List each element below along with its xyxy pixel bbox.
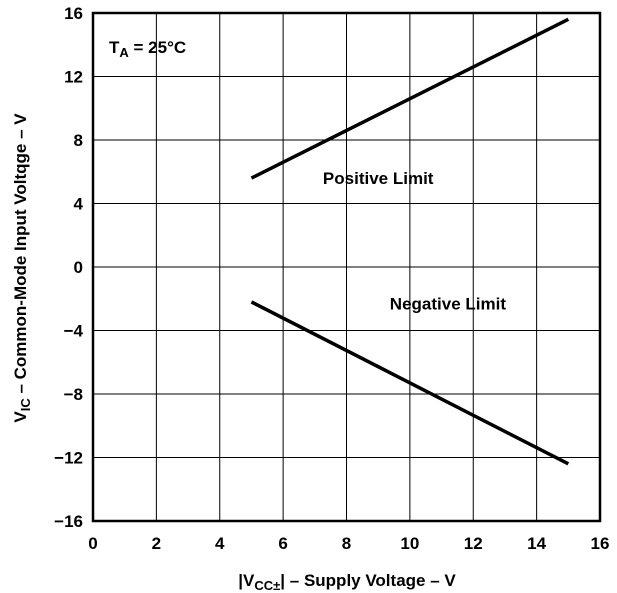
y-tick-label: 16: [64, 4, 83, 23]
x-tick-label: 8: [342, 534, 351, 553]
plot-frame: [91, 11, 602, 523]
y-tick-labels: 16 12 8 4 0 −4 −8 −12 −16: [54, 4, 83, 531]
series-line-negative-limit: [250, 300, 570, 466]
series-label-negative-limit: Negative Limit: [390, 295, 507, 314]
y-tick-label: 4: [74, 195, 84, 214]
data-lines: [250, 17, 570, 466]
y-tick-label: −16: [54, 512, 83, 531]
x-tick-label: 16: [591, 534, 610, 553]
condition-label: TA = 25°C: [109, 38, 186, 60]
x-tick-label: 14: [527, 534, 546, 553]
x-axis-title: |VCC±| – Supply Voltage – V: [238, 571, 456, 593]
y-tick-label: 8: [74, 131, 83, 150]
y-tick-label: 0: [74, 258, 83, 277]
grid: [93, 13, 600, 521]
y-tick-label: −12: [54, 449, 83, 468]
x-tick-label: 4: [215, 534, 225, 553]
x-tick-label: 0: [88, 534, 97, 553]
y-axis-title: VIC – Common-Mode Input Voltqge – V: [11, 113, 33, 423]
series-label-positive-limit: Positive Limit: [323, 169, 434, 188]
x-tick-labels: 0 2 4 6 8 10 12 14 16: [88, 534, 609, 553]
series-line-positive-limit: [250, 17, 570, 180]
y-tick-label: 12: [64, 68, 83, 87]
x-tick-label: 10: [400, 534, 419, 553]
x-tick-label: 6: [278, 534, 287, 553]
y-tick-label: −4: [64, 322, 84, 341]
x-tick-label: 12: [464, 534, 483, 553]
x-tick-label: 2: [152, 534, 161, 553]
y-tick-label: −8: [64, 385, 83, 404]
